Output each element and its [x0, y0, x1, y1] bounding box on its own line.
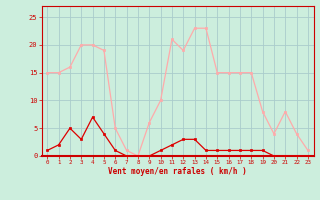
X-axis label: Vent moyen/en rafales ( km/h ): Vent moyen/en rafales ( km/h )	[108, 167, 247, 176]
